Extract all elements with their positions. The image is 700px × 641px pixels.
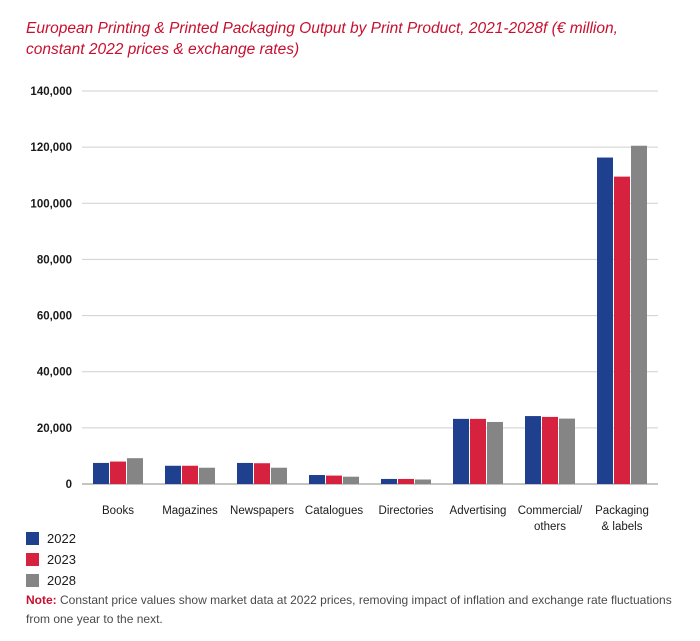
bar-2023-4 — [326, 475, 342, 484]
bar-2022-7 — [525, 416, 541, 484]
y-tick-label: 40,000 — [37, 367, 72, 379]
legend-swatch-2028 — [26, 573, 39, 587]
y-tick-label: 100,000 — [30, 198, 72, 210]
x-tick-label: Newspapers — [230, 505, 294, 517]
legend-swatch-2023 — [26, 552, 39, 566]
bar-2028-1 — [127, 458, 143, 484]
bar-2023-3 — [254, 463, 270, 484]
bar-2022-4 — [309, 475, 325, 484]
bar-2022-6 — [453, 418, 469, 484]
x-tick-label: others — [534, 521, 566, 533]
bar-2028-5 — [415, 479, 431, 484]
note-label: Note: — [26, 593, 57, 607]
x-tick-label: Advertising — [450, 505, 507, 517]
bar-2028-7 — [559, 418, 575, 484]
y-tick-label: 60,000 — [37, 311, 72, 323]
bar-2023-2 — [182, 465, 198, 484]
y-tick-label: 0 — [66, 479, 72, 491]
bar-2022-2 — [165, 465, 181, 484]
x-tick-label: Packaging — [595, 505, 649, 517]
bar-2022-8 — [597, 157, 613, 484]
footnote: Note: Constant price values show market … — [26, 591, 676, 629]
chart-title: European Printing & Printed Packaging Ou… — [26, 20, 618, 58]
legend-label-2023: 2023 — [47, 551, 76, 567]
bar-2023-1 — [110, 461, 126, 484]
legend-label-2028: 2028 — [47, 572, 76, 588]
legend-item-2022: 2022 — [26, 528, 76, 548]
legend-label-2022: 2022 — [47, 530, 76, 546]
bar-2028-4 — [343, 476, 359, 484]
y-tick-label: 140,000 — [30, 86, 72, 98]
bar-2028-3 — [271, 467, 287, 484]
bar-2028-8 — [631, 145, 647, 484]
x-tick-label: Catalogues — [305, 505, 363, 517]
legend-swatch-2022 — [26, 531, 39, 545]
y-axis-ticks: 0 20,000 40,000 60,000 80,000 100,000 120,000 1… — [30, 86, 72, 491]
bar-2023-5 — [398, 478, 414, 484]
bar-2028-2 — [199, 467, 215, 484]
bar-2028-6 — [487, 421, 503, 484]
bar-2022-3 — [237, 462, 253, 484]
x-tick-label: Commercial/ — [518, 505, 583, 517]
legend-item-2028: 2028 — [26, 570, 76, 590]
y-tick-label: 120,000 — [30, 142, 72, 154]
note-text: Constant price values show market data a… — [26, 593, 672, 626]
bar-2022-5 — [381, 478, 397, 484]
y-tick-label: 20,000 — [37, 423, 72, 435]
legend-item-2023: 2023 — [26, 549, 76, 569]
x-tick-label: Magazines — [162, 505, 218, 517]
x-tick-label: Books — [102, 505, 134, 517]
bar-2022-1 — [93, 462, 109, 484]
x-axis-labels: Books Magazines Newspapers Catalogues Direct… — [102, 505, 649, 533]
x-tick-label: Directories — [379, 505, 434, 517]
bar-2023-7 — [542, 416, 558, 484]
x-tick-label: & labels — [602, 521, 643, 533]
bars — [93, 145, 647, 484]
y-tick-label: 80,000 — [37, 254, 72, 266]
bar-2023-8 — [614, 176, 630, 484]
bar-2023-6 — [470, 418, 486, 484]
legend: 2022 2023 2028 — [26, 528, 76, 591]
